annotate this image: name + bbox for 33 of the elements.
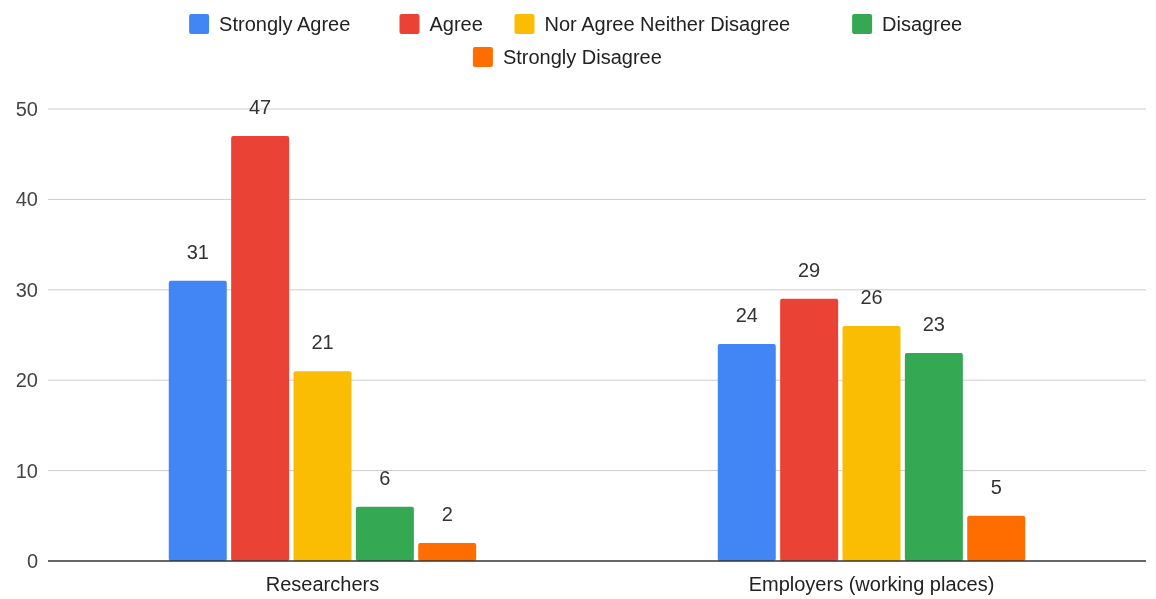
x-tick-label: Employers (working places): [748, 573, 995, 595]
data-label: 2: [441, 502, 453, 525]
data-label: 29: [798, 258, 821, 281]
y-tick-label: 30: [15, 278, 38, 301]
legend-label: Strongly Disagree: [502, 46, 662, 68]
data-label: 23: [922, 313, 945, 336]
data-label: 21: [311, 331, 334, 354]
legend-label: Strongly Agree: [219, 13, 351, 35]
legend-label: Disagree: [882, 13, 963, 35]
data-label: 26: [860, 285, 883, 308]
x-tick-label: Researchers: [265, 573, 380, 595]
y-tick-label: 10: [15, 459, 38, 482]
bar: [717, 344, 776, 561]
bar: [904, 353, 963, 561]
data-label: 6: [379, 466, 391, 489]
legend-label: Nor Agree Neither Disagree: [544, 13, 791, 35]
bar: [168, 280, 227, 561]
bar: [418, 542, 477, 561]
y-tick-label: 0: [26, 550, 38, 572]
data-label: 47: [249, 96, 272, 119]
legend-label: Agree: [429, 13, 483, 35]
data-label: 31: [186, 240, 209, 263]
bar: [842, 325, 901, 561]
data-label: 24: [735, 304, 758, 327]
y-tick-label: 40: [15, 188, 38, 211]
bar: [293, 371, 352, 561]
bar: [355, 506, 414, 561]
y-tick-label: 50: [15, 98, 38, 120]
y-tick-label: 20: [15, 369, 38, 392]
bar: [967, 515, 1026, 561]
bar: [231, 136, 290, 561]
bar: [780, 298, 839, 561]
data-label: 5: [990, 475, 1002, 498]
